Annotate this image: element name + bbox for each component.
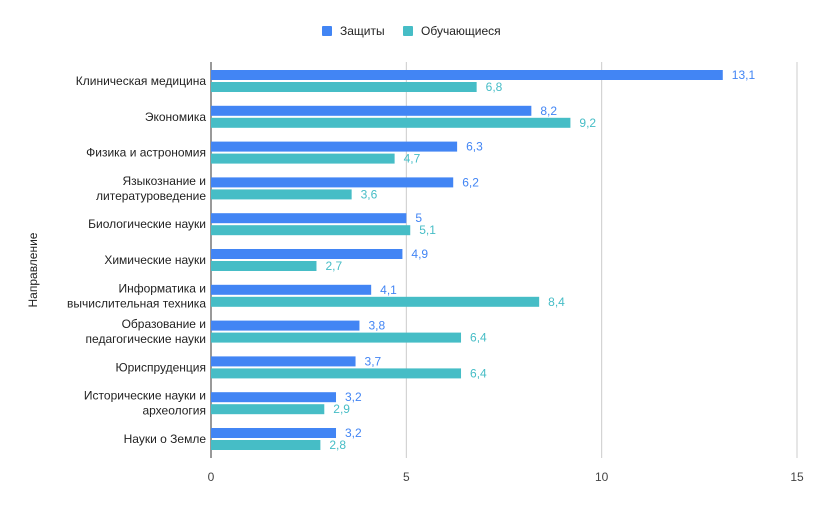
bar-students [211, 332, 462, 343]
category-label: Клиническая медицина [76, 74, 207, 88]
data-label: 3,7 [365, 354, 382, 368]
data-label: 6,3 [466, 140, 483, 154]
y-axis-title: Направление [26, 232, 40, 307]
bars: 13,1 6,8 8,2 9,2 6,3 4,7 6,2 3,6 55,1 4,9 2,7 4,1 8,… [211, 68, 755, 452]
category-label: Химические науки [104, 253, 206, 267]
bar-students [211, 82, 477, 92]
data-label: 3,2 [345, 390, 362, 404]
category-label: Науки о Земле [124, 432, 207, 446]
data-label: 5 [415, 211, 422, 225]
bar-defenses [211, 392, 337, 403]
bar-students [211, 225, 411, 236]
bar-defenses [211, 213, 407, 224]
data-label: 2,9 [333, 402, 350, 416]
legend-swatch [322, 26, 332, 36]
bar-defenses [211, 177, 454, 188]
bar-students [211, 153, 395, 164]
data-label: 3,6 [361, 187, 378, 201]
bar-defenses [211, 428, 337, 438]
data-label: 4,9 [411, 247, 428, 261]
data-label: 4,1 [380, 283, 397, 297]
data-label: 6,2 [462, 175, 479, 189]
x-tick-label: 5 [403, 470, 410, 484]
data-label: 3,2 [345, 426, 362, 440]
data-label: 8,4 [548, 295, 565, 309]
bar-defenses [211, 356, 356, 367]
bar-students [211, 368, 462, 379]
bar-defenses [211, 105, 532, 116]
category-labels: Клиническая медицина Экономика Физика и ас… [67, 74, 206, 446]
data-label: 2,8 [329, 438, 346, 452]
bar-students [211, 189, 352, 200]
data-label: 3,8 [368, 319, 385, 333]
category-label: Экономика [145, 110, 206, 124]
x-tick-label: 15 [790, 470, 804, 484]
data-label: 6,4 [470, 331, 487, 345]
data-label: 8,2 [540, 104, 557, 118]
data-label: 2,7 [325, 259, 342, 273]
x-tick-label: 10 [595, 470, 609, 484]
category-label: Юриспруденция [115, 360, 206, 374]
category-label: Физика и астрономия [86, 146, 206, 160]
category-label: Информатика и вычислительная техника [67, 281, 206, 310]
bar-defenses [211, 284, 372, 295]
legend: Защиты Обучающиеся [322, 24, 501, 38]
legend-swatch [403, 26, 413, 36]
data-label: 6,8 [486, 80, 503, 94]
legend-label: Защиты [340, 24, 385, 38]
data-label: 13,1 [732, 68, 756, 82]
bar-students [211, 296, 540, 307]
bar-defenses [211, 70, 723, 80]
category-label: Образование и педагогические науки [86, 317, 206, 346]
bar-students [211, 440, 321, 450]
bar-students [211, 404, 325, 415]
data-label: 5,1 [419, 223, 436, 237]
bar-students [211, 117, 571, 128]
legend-label: Обучающиеся [421, 24, 501, 38]
gridlines: 0 5 10 15 [208, 62, 804, 484]
bar-defenses [211, 141, 458, 152]
category-label: Исторические науки и археология [84, 389, 206, 418]
category-label: Языкознание и литературоведение [96, 174, 206, 203]
category-label: Биологические науки [88, 217, 206, 231]
bar-students [211, 261, 317, 271]
data-label: 6,4 [470, 366, 487, 380]
bar-defenses [211, 320, 360, 331]
data-label: 9,2 [579, 116, 596, 130]
x-tick-label: 0 [208, 470, 215, 484]
bar-defenses [211, 249, 403, 259]
data-label: 4,7 [404, 152, 421, 166]
